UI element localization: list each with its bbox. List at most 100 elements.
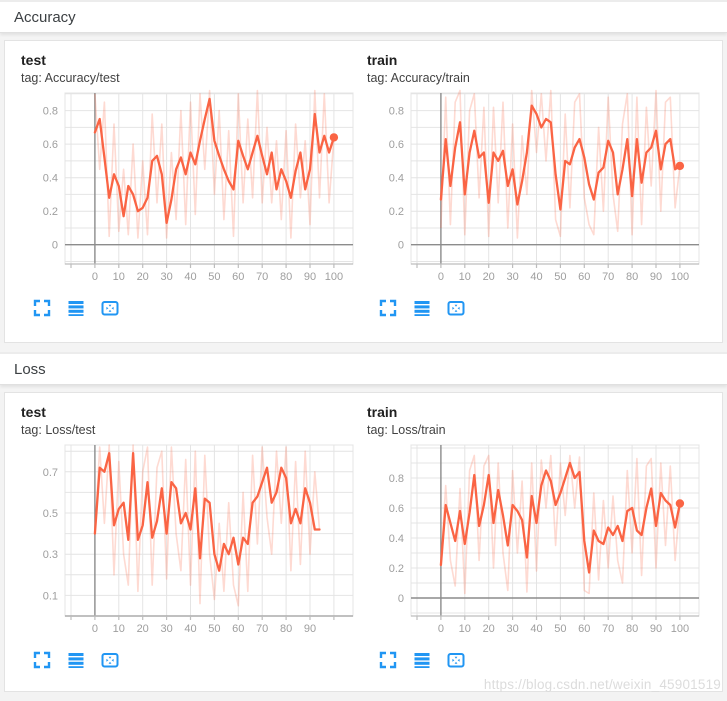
svg-text:90: 90	[304, 623, 316, 635]
svg-text:0.8: 0.8	[43, 106, 58, 118]
svg-text:30: 30	[506, 271, 518, 283]
fit-domain-button[interactable]	[99, 649, 121, 671]
data-list-button[interactable]	[411, 297, 433, 319]
fit-domain-button[interactable]	[445, 649, 467, 671]
svg-text:0.2: 0.2	[389, 563, 404, 575]
expand-chart-button[interactable]	[377, 297, 399, 319]
section-gap	[0, 33, 727, 40]
svg-text:30: 30	[160, 623, 172, 635]
chart-block-accuracy-train: train tag: Accuracy/train 0 10 20 30 40 50 60 7…	[367, 51, 713, 342]
run-title: train	[367, 52, 398, 68]
svg-text:0: 0	[398, 240, 404, 252]
svg-text:60: 60	[578, 271, 590, 283]
expand-chart-button[interactable]	[31, 297, 53, 319]
svg-text:90: 90	[650, 271, 662, 283]
svg-text:0.6: 0.6	[43, 139, 58, 151]
svg-text:60: 60	[232, 623, 244, 635]
svg-text:80: 80	[626, 271, 638, 283]
chart-tag: tag: Accuracy/train	[367, 71, 470, 85]
list-lines-icon	[68, 653, 84, 668]
chart-block-accuracy-test: test tag: Accuracy/test 0 10 20 30 40 50 60 70 8…	[21, 51, 367, 342]
section-gap	[0, 343, 727, 352]
chart-toolbar	[377, 649, 713, 671]
svg-text:20: 20	[137, 623, 149, 635]
expand-chart-button[interactable]	[31, 649, 53, 671]
fit-to-view-icon	[101, 301, 119, 316]
svg-text:50: 50	[554, 271, 566, 283]
svg-text:0.2: 0.2	[43, 206, 58, 218]
svg-text:10: 10	[113, 271, 125, 283]
expand-chart-button[interactable]	[377, 649, 399, 671]
accuracy-card: test tag: Accuracy/test 0 10 20 30 40 50 60 70 8…	[4, 40, 723, 343]
svg-text:10: 10	[459, 271, 471, 283]
chart-toolbar	[377, 297, 713, 319]
fit-domain-button[interactable]	[99, 297, 121, 319]
svg-text:80: 80	[280, 623, 292, 635]
svg-text:90: 90	[650, 623, 662, 635]
svg-text:60: 60	[578, 623, 590, 635]
svg-text:50: 50	[554, 623, 566, 635]
svg-text:0.1: 0.1	[43, 590, 58, 602]
svg-text:0: 0	[92, 271, 98, 283]
svg-text:20: 20	[137, 271, 149, 283]
chart-tag: tag: Loss/test	[21, 423, 96, 437]
svg-text:0: 0	[92, 623, 98, 635]
section-header-accuracy[interactable]: Accuracy	[0, 0, 727, 33]
section-gap	[0, 385, 727, 392]
loss-train-chart[interactable]: 0 10 20 30 40 50 60 70 80 90 100 0 0.2 0.4 0.6 0.8	[367, 441, 702, 646]
svg-text:0.6: 0.6	[389, 503, 404, 515]
svg-text:0: 0	[438, 271, 444, 283]
accuracy-train-chart[interactable]: 0 10 20 30 40 50 60 70 80 90 100 0 0.2 0.4 0.6 0.8	[367, 89, 702, 294]
svg-text:0.8: 0.8	[389, 473, 404, 485]
svg-text:0.3: 0.3	[43, 549, 58, 561]
data-list-button[interactable]	[411, 649, 433, 671]
svg-text:30: 30	[506, 623, 518, 635]
accuracy-test-chart[interactable]: 0 10 20 30 40 50 60 70 80 90 100 0 0.2 0.4 0.6 0.8	[21, 89, 356, 294]
svg-text:0.2: 0.2	[389, 206, 404, 218]
svg-text:60: 60	[232, 271, 244, 283]
svg-text:100: 100	[671, 271, 689, 283]
svg-text:0.8: 0.8	[389, 106, 404, 118]
expand-icon	[379, 299, 397, 317]
svg-text:0: 0	[52, 240, 58, 252]
svg-text:100: 100	[671, 623, 689, 635]
svg-text:0: 0	[398, 593, 404, 605]
fit-to-view-icon	[447, 301, 465, 316]
expand-icon	[33, 299, 51, 317]
svg-text:90: 90	[304, 271, 316, 283]
svg-text:40: 40	[184, 271, 196, 283]
list-lines-icon	[68, 301, 84, 316]
svg-text:20: 20	[483, 623, 495, 635]
loss-card: test tag: Loss/test 0 10 20 30 40 50 60 70 80 90 0…	[4, 392, 723, 692]
svg-text:50: 50	[208, 271, 220, 283]
svg-text:0.4: 0.4	[389, 533, 404, 545]
svg-text:0.4: 0.4	[43, 173, 58, 185]
svg-text:0.7: 0.7	[43, 467, 58, 479]
svg-text:10: 10	[113, 623, 125, 635]
fit-to-view-icon	[101, 653, 119, 668]
svg-text:30: 30	[160, 271, 172, 283]
fit-to-view-icon	[447, 653, 465, 668]
data-list-button[interactable]	[65, 297, 87, 319]
run-title: train	[367, 404, 398, 420]
svg-text:70: 70	[256, 623, 268, 635]
chart-tag: tag: Loss/train	[367, 423, 446, 437]
section-header-loss[interactable]: Loss	[0, 352, 727, 385]
expand-icon	[33, 651, 51, 669]
svg-text:80: 80	[626, 623, 638, 635]
svg-text:40: 40	[530, 271, 542, 283]
list-lines-icon	[414, 301, 430, 316]
svg-text:0.6: 0.6	[389, 139, 404, 151]
chart-toolbar	[31, 649, 367, 671]
svg-text:80: 80	[280, 271, 292, 283]
fit-domain-button[interactable]	[445, 297, 467, 319]
svg-text:0: 0	[438, 623, 444, 635]
chart-block-loss-train: train tag: Loss/train 0 10 20 30 40 50 60 70 80 9…	[367, 403, 713, 691]
svg-text:0.5: 0.5	[43, 508, 58, 520]
run-title: test	[21, 404, 46, 420]
chart-toolbar	[31, 297, 367, 319]
svg-text:50: 50	[208, 623, 220, 635]
data-list-button[interactable]	[65, 649, 87, 671]
loss-test-chart[interactable]: 0 10 20 30 40 50 60 70 80 90 0.1 0.3 0.5 0.7	[21, 441, 356, 646]
